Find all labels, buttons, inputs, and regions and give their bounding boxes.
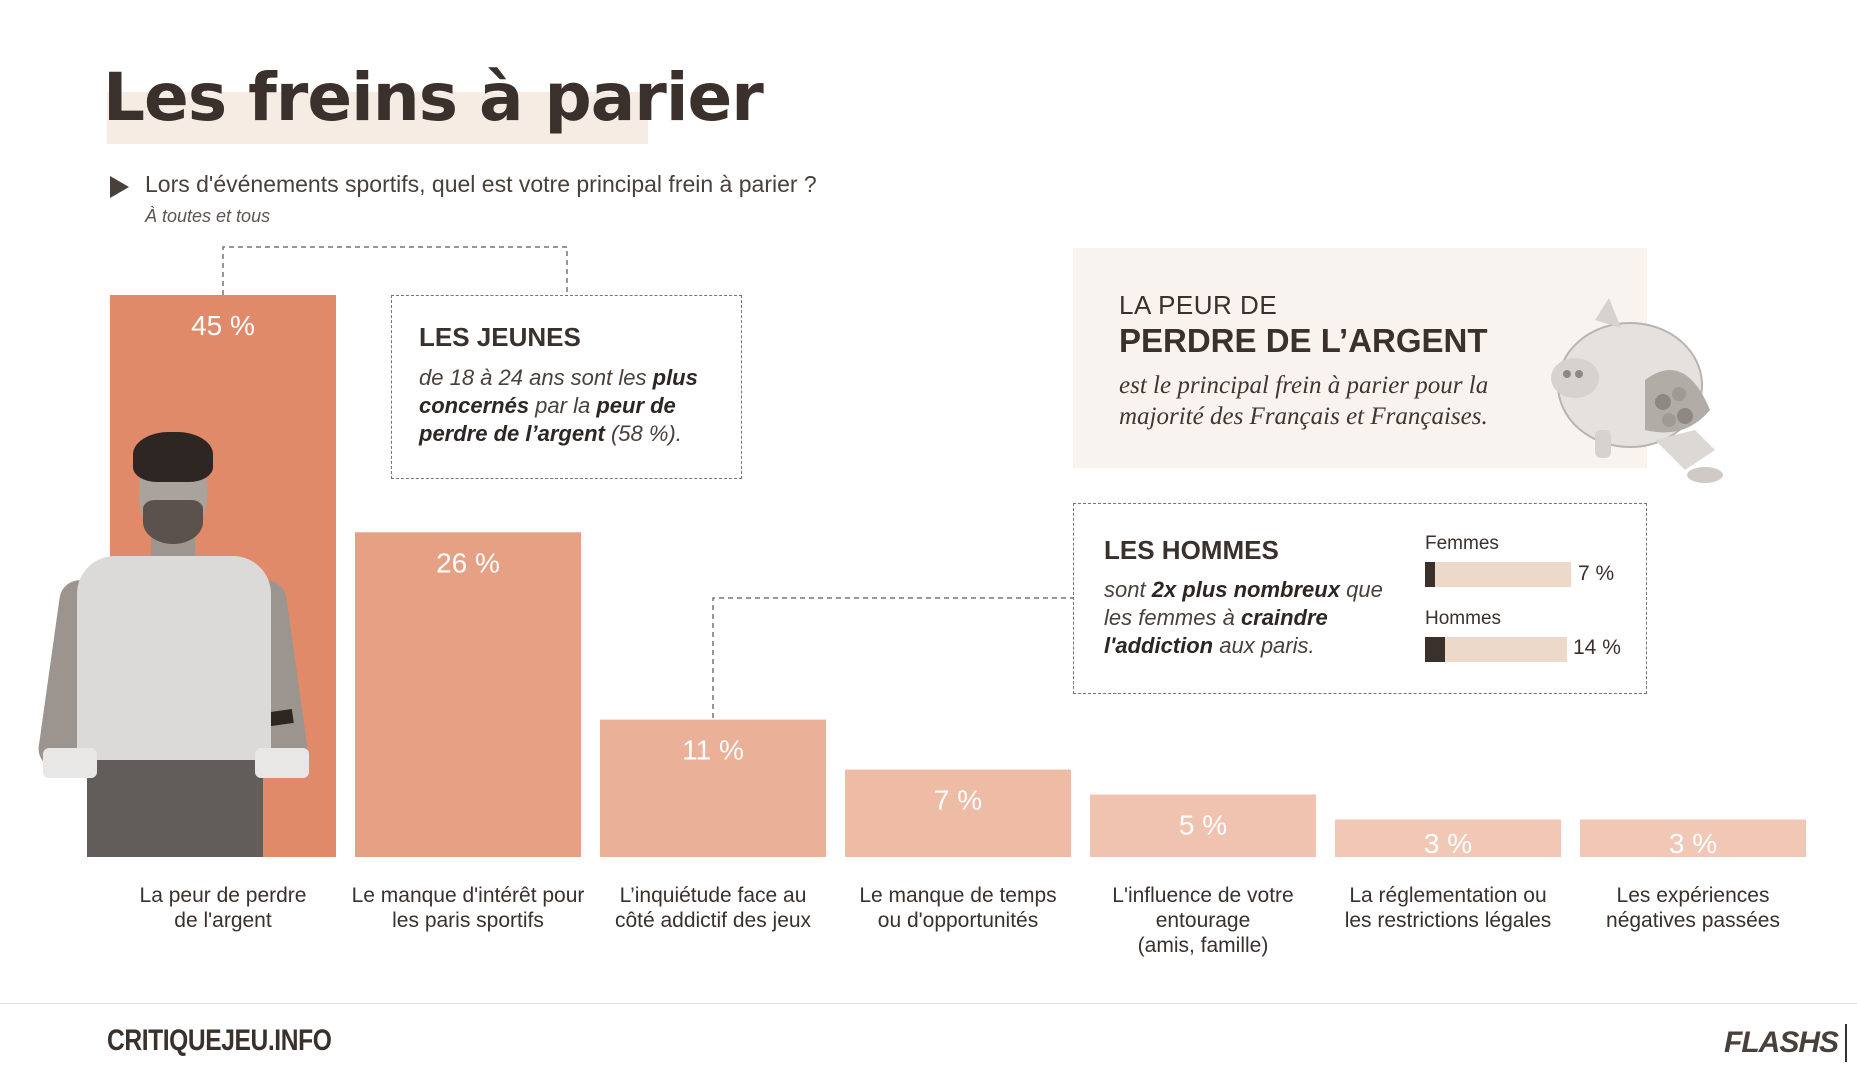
gauge-value-femmes: 7 % [1578, 562, 1615, 585]
value-label-6: 3 % [1424, 828, 1472, 859]
gauge-track-femmes [1425, 562, 1571, 587]
category-label-1: La peur de perdre de l'argent [139, 884, 307, 932]
gauge-label-femmes: Femmes [1425, 533, 1499, 554]
person-photo [35, 430, 310, 857]
value-label-7: 3 % [1669, 828, 1717, 859]
bar-2 [355, 532, 581, 857]
gauge-value-hommes: 14 % [1573, 636, 1621, 659]
callout-jeunes-title: LES JEUNES [419, 322, 581, 352]
highlight-text: est le principal frein à parier pour la … [1119, 372, 1489, 430]
connector-jeunes [222, 246, 568, 295]
gauge-label-hommes: Hommes [1425, 608, 1502, 629]
person-empty-pocket-right [255, 748, 309, 778]
category-label-5: L'influence de votre entourage (amis, fami… [1112, 884, 1294, 957]
connector-hommes [712, 597, 1073, 718]
value-label-1: 45 % [191, 310, 255, 341]
bar-7 [1580, 819, 1806, 857]
person-empty-pocket-left [43, 748, 97, 778]
value-label-5: 5 % [1179, 810, 1227, 841]
category-label-2: Le manque d'intérêt pour les paris sporti… [351, 884, 585, 932]
survey-question: Lors d'événements sportifs, quel est vot… [145, 171, 817, 197]
bar-4 [845, 769, 1071, 857]
person-shirt [77, 556, 271, 766]
highlight-kicker: LA PEUR DE [1119, 290, 1278, 320]
category-label-4: Le manque de temps ou d'opportunités [859, 884, 1057, 932]
value-label-2: 26 % [436, 547, 500, 578]
bar-5 [1090, 794, 1316, 857]
category-label-3: L’inquiétude face au côté addictif des je… [614, 884, 812, 932]
callout-hommes-text: sont 2x plus nombreux que les femmes à c… [1104, 577, 1383, 658]
category-label-7: Les expériences négatives passées [1606, 884, 1780, 932]
flashs-logo: FLASHS [1724, 1026, 1839, 1059]
title-highlight [107, 92, 648, 144]
play-triangle-icon [110, 176, 129, 198]
person-jeans [87, 760, 263, 857]
callout-jeunes-text: de 18 à 24 ans sont les plus concernés p… [419, 365, 698, 446]
callout-hommes-box [1073, 503, 1647, 694]
person-hair [133, 432, 213, 482]
value-label-3: 11 % [682, 735, 744, 766]
callout-jeunes-box [391, 295, 742, 479]
callout-connectors [222, 246, 1073, 718]
footer-divider [0, 1003, 1857, 1004]
category-label-6: La réglementation ou les restrictions lég… [1344, 884, 1552, 932]
highlight-box [1073, 248, 1647, 468]
bar-3 [600, 719, 826, 857]
gauge-fill-femmes [1425, 562, 1436, 587]
callout-hommes-title: LES HOMMES [1104, 535, 1279, 565]
gauge-fill-hommes [1425, 637, 1445, 662]
highlight-title: PERDRE DE L’ARGENT [1119, 322, 1488, 359]
piggy-bank-icon [1551, 298, 1723, 483]
brand-logo: CRITIQUEJEU.INFO [107, 1024, 332, 1057]
value-label-4: 7 % [934, 785, 982, 816]
page-title: Les freins à parier [103, 59, 764, 136]
footer-separator [1845, 1024, 1847, 1062]
gauge-track-hommes [1425, 637, 1567, 662]
person-beard [143, 500, 203, 544]
survey-population: À toutes et tous [145, 206, 271, 226]
bar-6 [1335, 819, 1561, 857]
